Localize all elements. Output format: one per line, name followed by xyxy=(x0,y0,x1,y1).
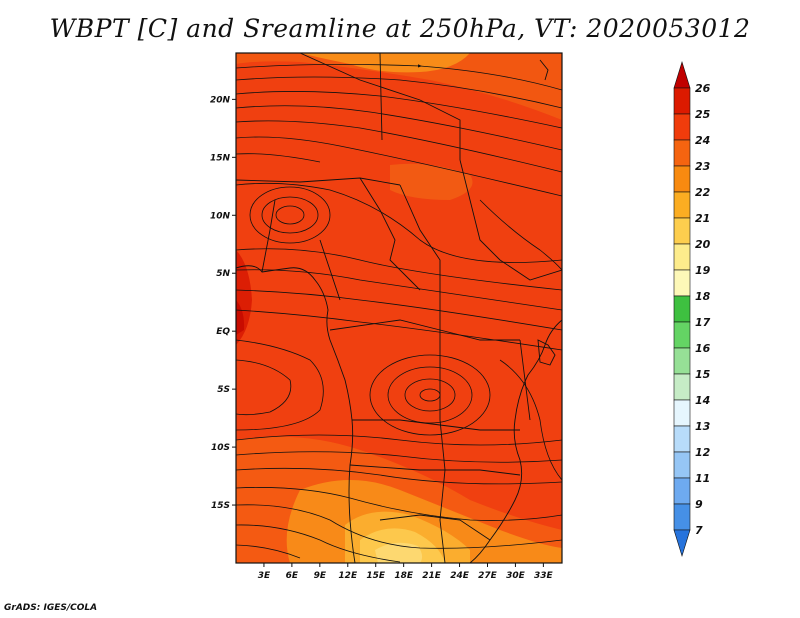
grads-credit: GrADS: IGES/COLA xyxy=(4,603,98,613)
colorbar-label: 7 xyxy=(695,524,703,537)
x-tick-label: 21E xyxy=(422,571,442,581)
colorbar-labels: 26 25 24 23 22 21 20 19 18 17 16 15 14 13 12 11 9 7 xyxy=(695,82,711,537)
colorbar-segment xyxy=(673,60,691,89)
colorbar-segment xyxy=(673,295,691,323)
colorbar xyxy=(673,60,691,558)
y-tick-label: 10N xyxy=(210,211,231,221)
x-tick-label: 6E xyxy=(286,571,299,581)
x-tick-label: 33E xyxy=(534,571,554,581)
y-tick-label: EQ xyxy=(216,327,230,337)
colorbar-label: 15 xyxy=(695,368,711,381)
colorbar-label: 12 xyxy=(695,446,711,459)
y-tick-label: 15S xyxy=(211,501,230,511)
y-tick-label: 15N xyxy=(210,153,231,163)
colorbar-label: 21 xyxy=(695,212,710,225)
x-tick-label: 30E xyxy=(506,571,526,581)
colorbar-segment xyxy=(673,529,691,558)
x-axis-ticks: 3E 6E 9E 12E 15E 18E 21E 24E 27E 30E 33E xyxy=(258,563,554,581)
colorbar-segment xyxy=(673,243,691,271)
y-tick-label: 5N xyxy=(216,269,230,279)
colorbar-label: 26 xyxy=(695,82,711,95)
colorbar-label: 16 xyxy=(695,342,711,355)
colorbar-label: 13 xyxy=(695,420,711,433)
colorbar-segment xyxy=(673,451,691,479)
x-tick-label: 3E xyxy=(258,571,271,581)
x-tick-label: 9E xyxy=(314,571,327,581)
colorbar-label: 11 xyxy=(695,472,710,485)
map-title: WBPT [C] and Sreamline at 250hPa, VT: 20… xyxy=(49,14,751,43)
colorbar-segment xyxy=(673,373,691,401)
colorbar-label: 19 xyxy=(695,264,711,277)
x-tick-label: 15E xyxy=(366,571,386,581)
colorbar-label: 20 xyxy=(695,238,711,251)
wbpt-shading xyxy=(236,53,562,563)
colorbar-segment xyxy=(673,165,691,193)
colorbar-label: 25 xyxy=(695,108,711,121)
colorbar-segment xyxy=(673,347,691,375)
colorbar-segment xyxy=(673,139,691,167)
x-tick-label: 18E xyxy=(394,571,414,581)
colorbar-segment xyxy=(673,191,691,219)
colorbar-label: 24 xyxy=(695,134,710,147)
colorbar-segment xyxy=(673,87,691,115)
x-tick-label: 27E xyxy=(478,571,498,581)
colorbar-label: 23 xyxy=(695,160,711,173)
colorbar-segment xyxy=(673,217,691,245)
colorbar-segment xyxy=(673,399,691,427)
streamlines xyxy=(236,64,562,563)
colorbar-segment xyxy=(673,113,691,141)
colorbar-segment xyxy=(673,503,691,531)
colorbar-label: 22 xyxy=(695,186,711,199)
y-tick-label: 10S xyxy=(211,443,230,453)
x-tick-label: 24E xyxy=(450,571,470,581)
y-tick-label: 5S xyxy=(217,385,230,395)
colorbar-label: 9 xyxy=(695,498,703,511)
colorbar-segment xyxy=(673,321,691,349)
y-tick-label: 20N xyxy=(210,95,231,105)
map-frame xyxy=(235,52,563,564)
colorbar-label: 14 xyxy=(695,394,710,407)
country-borders xyxy=(236,53,562,563)
y-axis-ticks: 20N 15N 10N 5N EQ 5S 10S 15S xyxy=(210,95,236,511)
colorbar-label: 18 xyxy=(695,290,711,303)
colorbar-segment xyxy=(673,477,691,505)
colorbar-label: 17 xyxy=(695,316,711,329)
colorbar-segment xyxy=(673,269,691,297)
x-tick-label: 12E xyxy=(338,571,358,581)
colorbar-segment xyxy=(673,425,691,453)
